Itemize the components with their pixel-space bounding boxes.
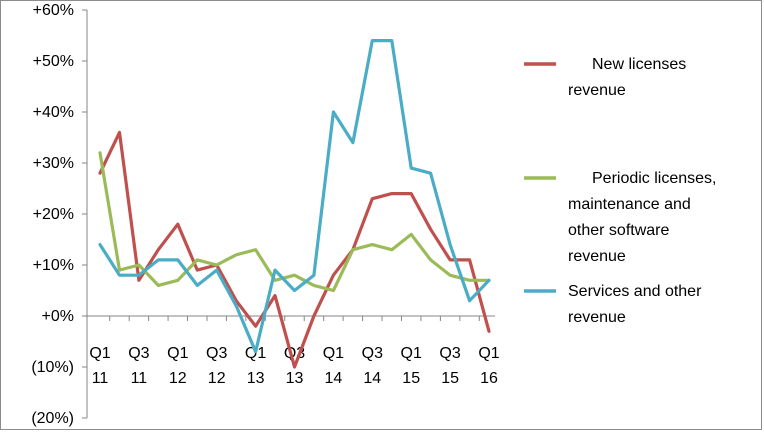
x-tick-label-quarter: Q3 xyxy=(362,345,383,362)
y-tick-label: +20% xyxy=(33,206,74,223)
x-tick-label-year: 14 xyxy=(325,370,343,387)
legend-label: maintenance and xyxy=(568,196,691,213)
x-tick-label-year: 15 xyxy=(441,370,459,387)
y-tick-label: +10% xyxy=(33,257,74,274)
y-tick-label: (20%) xyxy=(31,410,74,427)
y-tick-label: +50% xyxy=(33,53,74,70)
x-tick-label-year: 14 xyxy=(363,370,381,387)
x-tick-label-year: 15 xyxy=(402,370,420,387)
x-tick-label-year: 16 xyxy=(480,370,498,387)
y-tick-label: +60% xyxy=(33,2,74,19)
series-layer xyxy=(98,38,491,369)
x-tick-label-quarter: Q1 xyxy=(245,345,266,362)
x-tick-label-quarter: Q3 xyxy=(439,345,460,362)
x-tick-label-year: 11 xyxy=(131,370,148,387)
legend-label: Services and other xyxy=(568,283,702,300)
series-line-1 xyxy=(98,130,491,369)
x-tick-label-year: 12 xyxy=(208,370,226,387)
y-axis: +60% +50% +40% +30% +20% +10% +0% (10%) (20%) xyxy=(31,2,88,427)
legend-label: other software xyxy=(568,222,669,239)
y-tick-label: (10%) xyxy=(31,359,74,376)
series-line-3 xyxy=(98,38,491,354)
legend-label: New licenses xyxy=(592,56,686,73)
x-tick-label-quarter: Q3 xyxy=(206,345,227,362)
legend-entry-2: Periodic licenses, maintenance and other s… xyxy=(524,170,717,265)
legend: New licenses revenue Periodic licenses, mai… xyxy=(524,56,717,326)
legend-entry-1: New licenses revenue xyxy=(524,56,686,99)
legend-label: Periodic licenses, xyxy=(592,170,717,187)
legend-label: revenue xyxy=(568,309,626,326)
x-axis: Q111Q311Q112Q312Q113Q313Q114Q314Q115Q315… xyxy=(87,315,500,387)
x-tick-label-year: 12 xyxy=(169,370,187,387)
legend-label: revenue xyxy=(568,248,626,265)
x-tick-label-year: 11 xyxy=(92,370,109,387)
y-tick-label: +30% xyxy=(33,155,74,172)
series-line-2 xyxy=(98,151,491,293)
x-tick-label-quarter: Q1 xyxy=(478,345,499,362)
x-tick-label-quarter: Q1 xyxy=(323,345,344,362)
x-tick-label-quarter: Q1 xyxy=(401,345,422,362)
y-tick-label: +40% xyxy=(33,104,74,121)
legend-entry-3: Services and other revenue xyxy=(524,283,702,326)
x-tick-label-quarter: Q1 xyxy=(89,345,110,362)
y-tick-label: +0% xyxy=(42,308,74,325)
x-tick-label-quarter: Q1 xyxy=(167,345,188,362)
x-tick-label-year: 13 xyxy=(286,370,304,387)
legend-label: revenue xyxy=(568,82,626,99)
x-tick-label-year: 13 xyxy=(247,370,265,387)
x-tick-label-quarter: Q3 xyxy=(128,345,149,362)
